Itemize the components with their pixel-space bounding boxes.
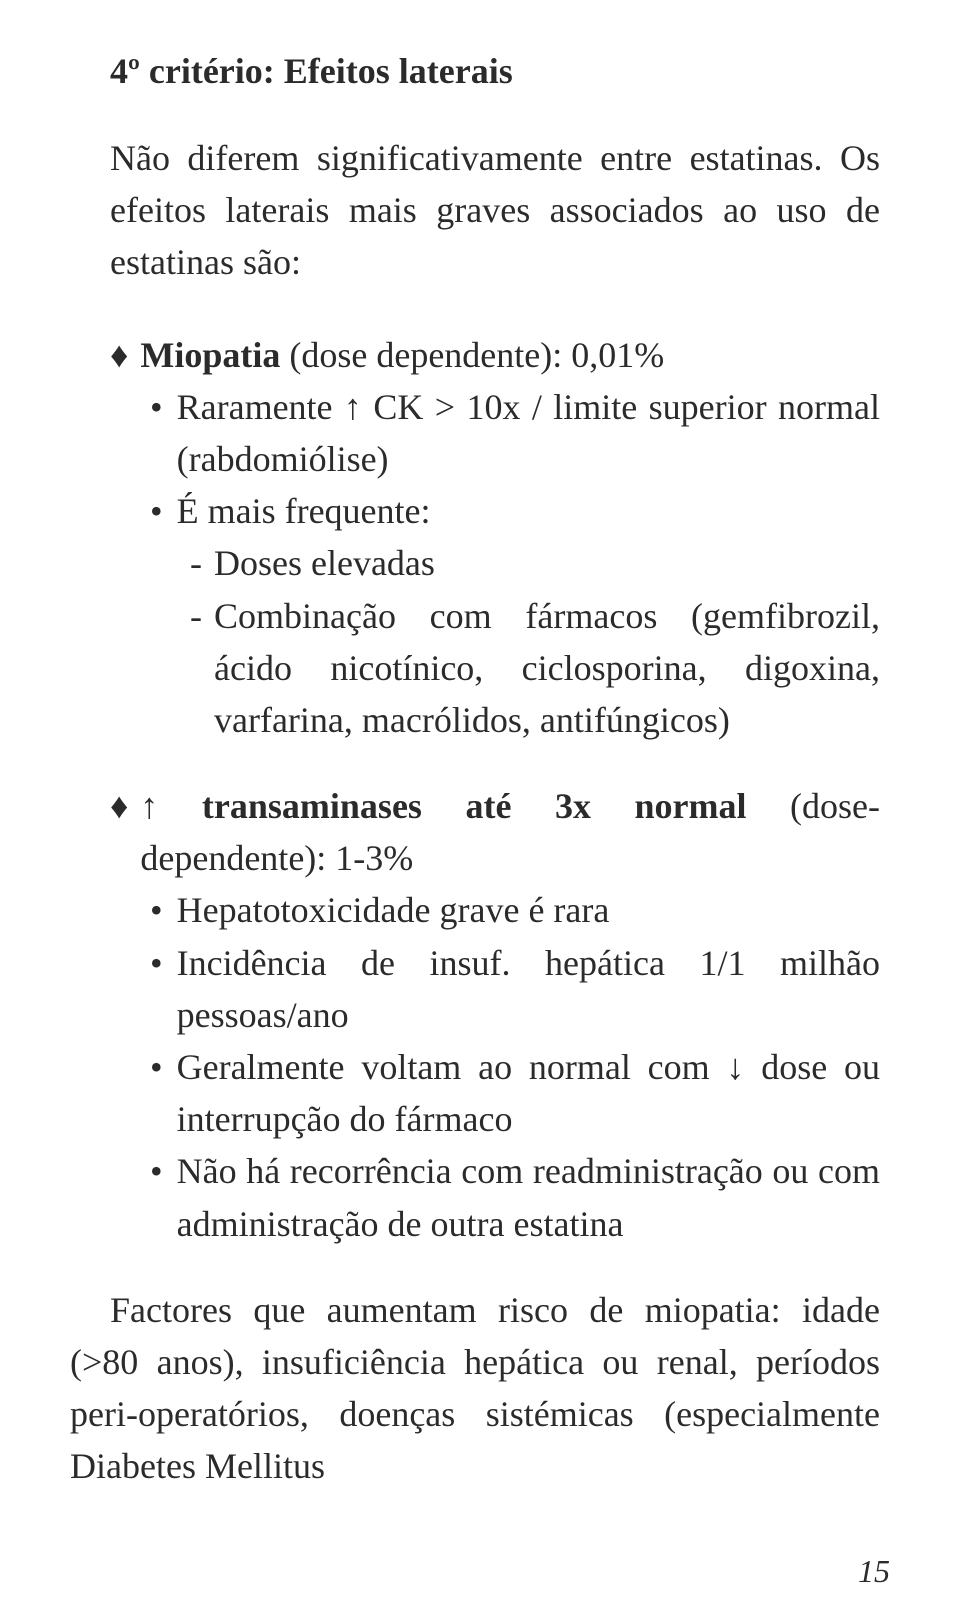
diamond-text: ↑ transaminases até 3x normal (dose-depe… [140, 780, 880, 884]
dot-item: • Hepatotoxicidade grave é rara [70, 884, 890, 936]
diamond-text: Miopatia (dose dependente): 0,01% [140, 329, 880, 381]
intro-paragraph: Não diferem significativamente entre est… [70, 132, 890, 289]
dot-text: É mais frequente: [177, 485, 880, 537]
closing-paragraph: Factores que aumentam risco de miopatia:… [70, 1284, 890, 1493]
dot-icon: • [150, 1041, 163, 1093]
miopatia-bold: Miopatia [140, 335, 280, 375]
dot-icon: • [150, 381, 163, 433]
title-bold: 4º critério: [110, 51, 275, 91]
diamond-icon: ♦ [110, 329, 128, 381]
title-rest: Efeitos laterais [275, 51, 513, 91]
dot-item: • Não há recorrência com readministração… [70, 1145, 890, 1249]
dot-icon: • [150, 1145, 163, 1197]
dot-text: Hepatotoxicidade grave é rara [177, 884, 880, 936]
transaminases-leading: ↑ [140, 786, 202, 826]
dash-text: Combinação com fármacos (gemfibrozil, ác… [214, 590, 880, 747]
dot-text: Incidência de insuf. hepática 1/1 milhão… [177, 937, 880, 1041]
transaminases-block: ♦ ↑ transaminases até 3x normal (dose-de… [70, 780, 890, 1250]
diamond-item-miopatia: ♦ Miopatia (dose dependente): 0,01% [70, 329, 890, 381]
section-title: 4º critério: Efeitos laterais [70, 50, 890, 92]
miopatia-block: ♦ Miopatia (dose dependente): 0,01% • Ra… [70, 329, 890, 747]
page-number: 15 [858, 1553, 890, 1590]
dash-icon: - [190, 537, 202, 589]
diamond-icon: ♦ [110, 780, 128, 832]
dot-text: Geralmente voltam ao normal com ↓ dose o… [177, 1041, 880, 1145]
dot-text: Não há recorrência com readministração o… [177, 1145, 880, 1249]
dash-item: - Doses elevadas [70, 537, 890, 589]
dot-icon: • [150, 884, 163, 936]
diamond-item-transaminases: ♦ ↑ transaminases até 3x normal (dose-de… [70, 780, 890, 884]
dash-text: Doses elevadas [214, 537, 880, 589]
dot-item: • Incidência de insuf. hepática 1/1 milh… [70, 937, 890, 1041]
dot-icon: • [150, 485, 163, 537]
dash-icon: - [190, 590, 202, 642]
dot-icon: • [150, 937, 163, 989]
dot-item: • Geralmente voltam ao normal com ↓ dose… [70, 1041, 890, 1145]
dot-text: Raramente ↑ CK > 10x / limite superior n… [177, 381, 880, 485]
miopatia-rest: (dose dependente): 0,01% [280, 335, 664, 375]
transaminases-bold: transaminases até 3x normal [202, 786, 747, 826]
dot-item: • É mais frequente: [70, 485, 890, 537]
dot-item: • Raramente ↑ CK > 10x / limite superior… [70, 381, 890, 485]
dash-item: - Combinação com fármacos (gemfibrozil, … [70, 590, 890, 747]
